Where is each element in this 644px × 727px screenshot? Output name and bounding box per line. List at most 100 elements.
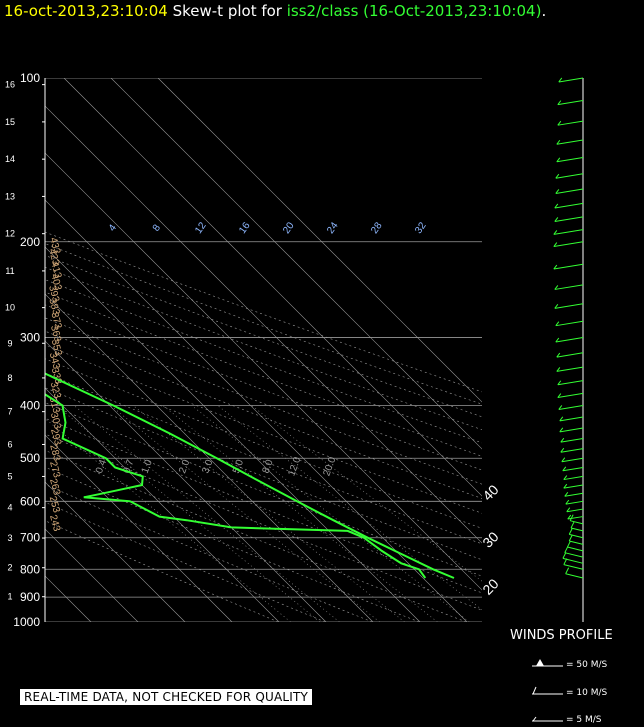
wind-barb: [559, 416, 584, 422]
wind-barb-flag: [560, 437, 565, 443]
height-tick-13: 13: [5, 191, 15, 201]
wind-barb: [557, 380, 584, 386]
dry-adiabat-333: [45, 372, 482, 545]
wind-barb-flag: [557, 100, 562, 105]
wind-barb-flag: [569, 514, 574, 521]
wind-barb-flag: [557, 393, 562, 398]
wind-barb: [570, 527, 584, 532]
quality-banner: REAL-TIME DATA, NOT CHECKED FOR QUALITY: [20, 689, 313, 705]
wind-barb-flag: [562, 466, 567, 472]
dry-adiabat-label-423: 423: [46, 248, 61, 267]
wind-barb-flag: [564, 491, 569, 497]
mixing-ratio-upper-label-28: 28: [369, 220, 385, 236]
pressure-tick-800: 800: [20, 562, 40, 576]
wind-barb-flag: [566, 540, 571, 548]
mixing-ratio-lower-label-5.0: 5.0: [231, 458, 246, 475]
wind-barb-flag: [556, 352, 561, 358]
mixing-ratio-upper-label-32: 32: [413, 220, 429, 236]
wind-barb-flag: [570, 521, 575, 529]
isotherm-40: [63, 78, 482, 497]
dry-adiabat-label-273: 273: [47, 460, 62, 479]
mixing-ratio-1: [73, 405, 340, 622]
wind-barb: [565, 573, 584, 579]
mixing-ratio-upper-label-24: 24: [325, 220, 341, 236]
isotherm--40: [45, 434, 233, 622]
wind-barb: [567, 516, 584, 520]
mixing-ratio-0.4: [45, 418, 291, 622]
wind-barb: [562, 557, 584, 564]
title-middle: Skew-t plot for: [172, 2, 282, 20]
wind-barb: [569, 533, 584, 539]
grid-lines: [45, 78, 482, 622]
wind-barb-flag: [557, 380, 562, 386]
dry-adiabat-label-373: 373: [49, 311, 64, 330]
wind-barb: [560, 448, 584, 453]
wind-barb: [555, 173, 584, 179]
dry-adiabat-label-293: 293: [48, 427, 63, 446]
wind-barb: [553, 229, 584, 235]
height-tick-8: 8: [7, 373, 12, 383]
isotherm-10: [45, 199, 468, 622]
dry-adiabat-283: [45, 449, 467, 622]
dry-adiabat-313: [45, 402, 482, 577]
dry-adiabat-label-313: 313: [47, 395, 62, 414]
wind-legend-10: = 10 M/S: [566, 688, 608, 698]
isotherm-30: [45, 105, 482, 544]
pressure-tick-900: 900: [20, 590, 40, 604]
wind-barb: [557, 100, 584, 106]
isotherm--30: [45, 387, 280, 622]
dry-adiabat-243: [45, 520, 279, 622]
wind-barb: [569, 540, 584, 545]
wind-barb: [562, 467, 584, 472]
wind-barb: [560, 438, 584, 443]
wind-profile: [532, 77, 584, 722]
mixing-ratio-upper-label-12: 12: [193, 220, 209, 236]
legend-pennant: [536, 659, 544, 666]
mixing-ratio-upper-label-16: 16: [237, 220, 253, 236]
mixing-ratio-2: [110, 405, 380, 622]
dry-adiabat-363: [45, 330, 482, 499]
height-tick-3: 3: [7, 533, 12, 543]
wind-barb: [555, 320, 584, 327]
dry-adiabat-273: [45, 466, 420, 622]
height-tick-5: 5: [7, 471, 12, 481]
pressure-tick-500: 500: [20, 451, 40, 465]
wind-barb-flag: [562, 552, 567, 559]
dry-adiabat-label-303: 303: [48, 411, 63, 430]
dry-adiabat-label-263: 263: [47, 477, 62, 496]
wind-barb: [565, 500, 584, 505]
wind-barb: [554, 216, 584, 222]
height-tick-1: 1: [7, 592, 12, 602]
wind-barb-flag: [568, 534, 573, 542]
height-tick-11: 11: [5, 266, 14, 276]
wind-barb: [554, 284, 584, 290]
isotherm--50: [45, 481, 186, 622]
dry-adiabat-373: [45, 317, 482, 485]
wind-barb-flag: [553, 242, 558, 247]
wind-barb-flag: [567, 514, 572, 520]
mixing-ratio-lower-label-8.0: 8.0: [261, 458, 276, 475]
dry-adiabat-353: [45, 344, 482, 514]
wind-barb-flag: [564, 546, 569, 553]
wind-barb: [564, 492, 584, 497]
wind-barb: [553, 241, 584, 248]
dry-adiabat-443: [45, 231, 482, 393]
isotherm-60: [157, 78, 482, 403]
wind-barb: [554, 303, 584, 309]
wind-barb-flag: [563, 483, 568, 489]
legend-feather-1: [532, 686, 537, 695]
pressure-tick-1000: 1000: [13, 615, 40, 629]
wind-barb-flag: [568, 528, 573, 535]
wind-barb: [555, 337, 584, 343]
title-source: iss2/class (16-Oct-2013,23:10:04): [286, 2, 542, 20]
dry-adiabat-383: [45, 304, 482, 471]
mixing-ratio-3: [132, 405, 405, 622]
dry-adiabat-label-383: 383: [46, 297, 61, 316]
wind-barb-flag: [558, 405, 563, 410]
dry-adiabat-label-393: 393: [46, 284, 61, 303]
wind-barb: [561, 457, 584, 463]
pressure-tick-600: 600: [20, 494, 40, 508]
wind-barb-flag: [561, 457, 566, 463]
isotherm-20: [45, 152, 482, 591]
